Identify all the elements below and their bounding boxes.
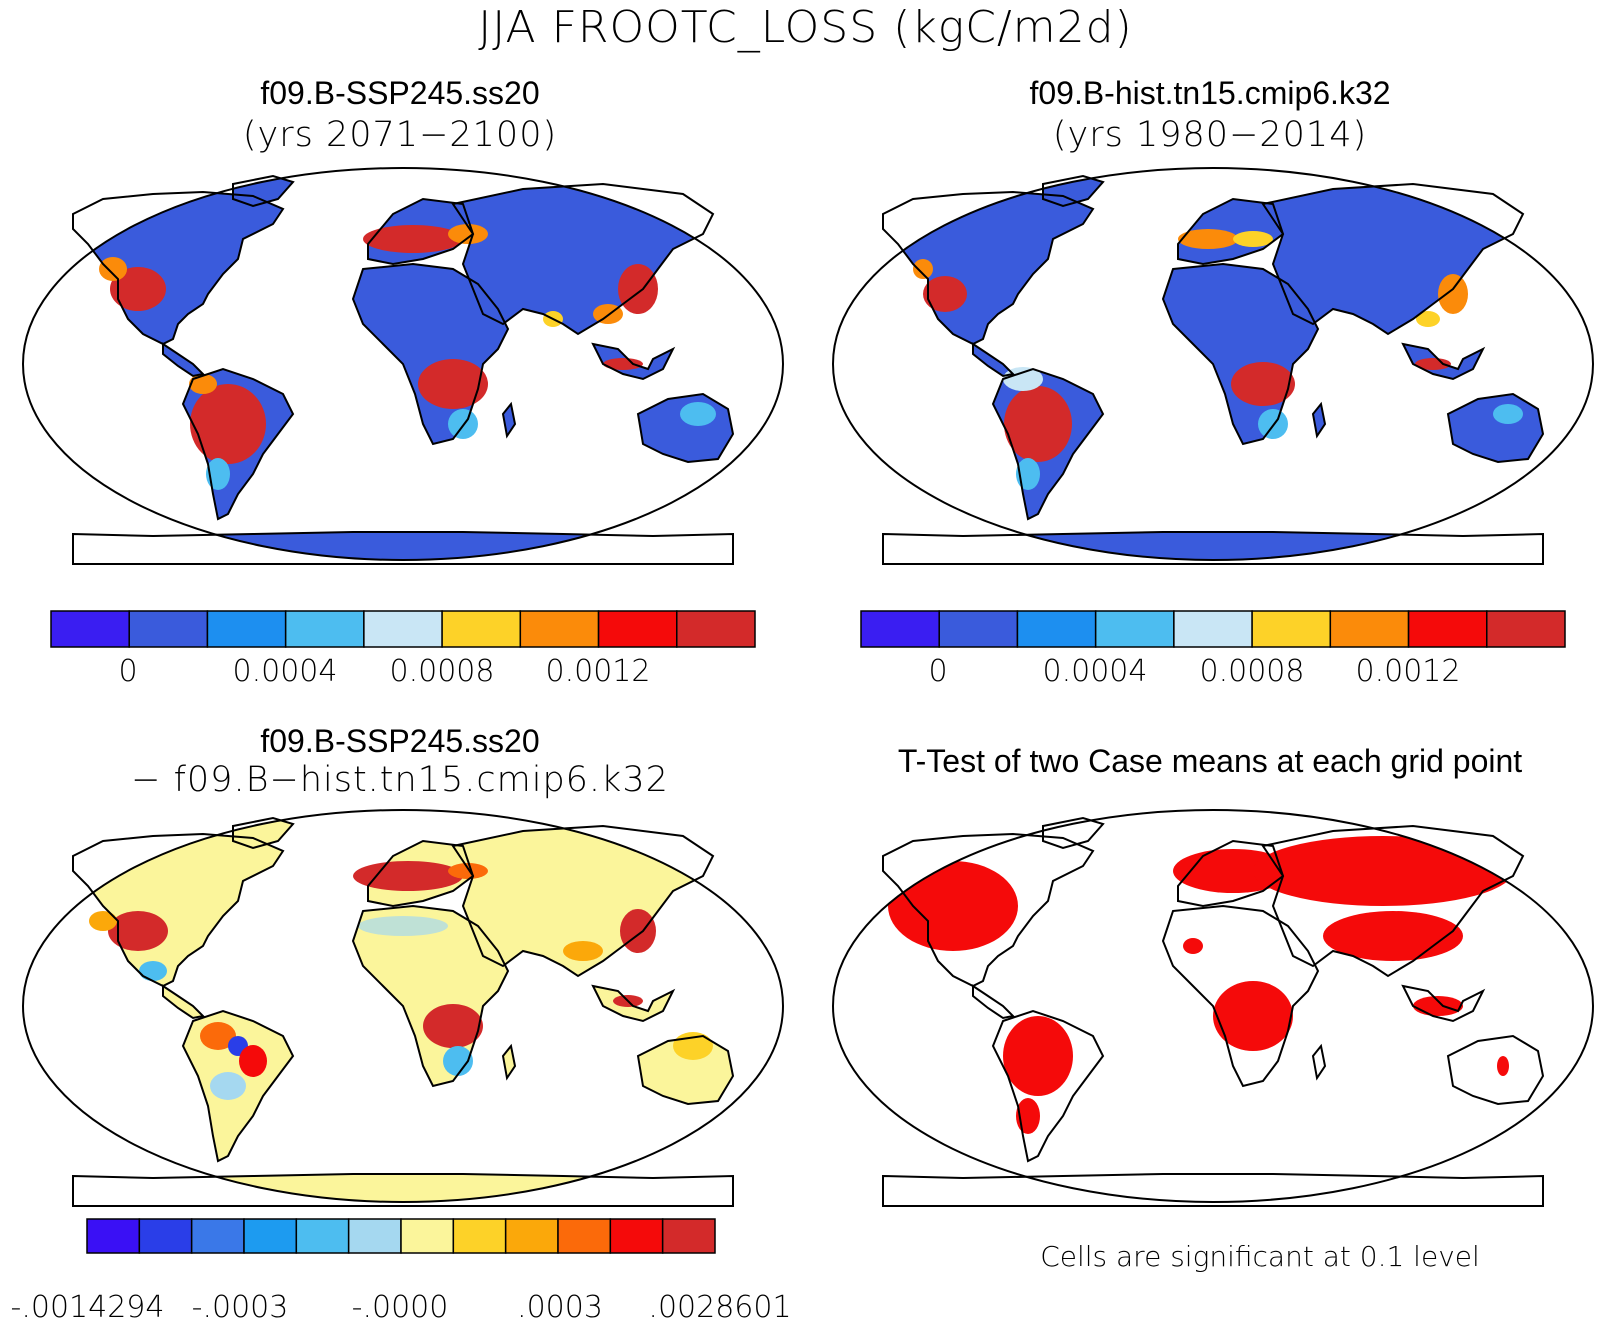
- colorbar-swatch: [206, 610, 287, 648]
- colorbar-diff-label-4: .0028601: [648, 1290, 792, 1325]
- colorbar-swatch: [243, 1218, 298, 1254]
- colorbar-swatch: [504, 1218, 559, 1254]
- colorbar-swatch: [1016, 610, 1097, 648]
- significance-note: Cells are significant at 0.1 level: [1040, 1240, 1480, 1273]
- colorbar-swatch: [519, 610, 600, 648]
- colorbar-diff-label-1: -.0003: [191, 1290, 289, 1325]
- panel-1-title: f09.B-SSP245.ss20: [260, 75, 540, 111]
- map-border: [22, 167, 784, 561]
- colorbar-1-label-0: 0: [118, 654, 138, 689]
- main-title: JJA FROOTC_LOSS (kgC/m2d): [478, 2, 1133, 53]
- colorbar-swatch: [938, 610, 1019, 648]
- colorbar-swatch: [363, 610, 443, 648]
- colorbar-swatch: [190, 1218, 245, 1254]
- map-panel-1: [22, 167, 784, 565]
- colorbar-swatch: [50, 610, 130, 648]
- colorbar-abs-1: [50, 610, 756, 648]
- colorbar-swatch: [347, 1218, 402, 1254]
- colorbar-2-label-0: 0: [928, 654, 948, 689]
- colorbar-swatch: [1329, 610, 1410, 648]
- colorbar-2-label-2: 0.0008: [1199, 654, 1305, 689]
- colorbar-swatch: [284, 610, 365, 648]
- panel-2-title: f09.B-hist.tn15.cmip6.k32: [1029, 75, 1391, 111]
- panel-1-subtitle: (yrs 2071−2100): [242, 115, 558, 155]
- colorbar-2-label-3: 0.0012: [1355, 654, 1461, 689]
- colorbar-swatch: [400, 1218, 455, 1254]
- colorbar-swatch: [1251, 610, 1332, 648]
- colorbar-swatch: [1486, 610, 1566, 648]
- map-panel-3: [22, 809, 784, 1207]
- colorbar-swatch: [86, 1218, 141, 1254]
- colorbar-swatch: [860, 610, 940, 648]
- colorbar-swatch: [1094, 610, 1175, 648]
- colorbar-swatch: [661, 1218, 716, 1254]
- colorbar-swatch: [676, 610, 756, 648]
- colorbar-diff-label-2: -.0000: [351, 1290, 449, 1325]
- panel-3-subtitle: − f09.B−hist.tn15.cmip6.k32: [131, 760, 669, 800]
- colorbar-swatch: [1407, 610, 1488, 648]
- colorbar-swatch: [1173, 610, 1253, 648]
- colorbar-diff-label-0: -.0014294: [10, 1290, 165, 1325]
- colorbar-abs-2: [860, 610, 1566, 648]
- colorbar-swatch: [138, 1218, 193, 1254]
- colorbar-1-label-3: 0.0012: [545, 654, 651, 689]
- colorbar-1-label-2: 0.0008: [389, 654, 495, 689]
- colorbar-swatch: [452, 1218, 507, 1254]
- map-panel-4: [832, 809, 1594, 1207]
- colorbar-swatch: [128, 610, 209, 648]
- colorbar-diff: [86, 1218, 716, 1254]
- colorbar-diff-label-3: .0003: [517, 1290, 603, 1325]
- panel-2-subtitle: (yrs 1980−2014): [1052, 115, 1368, 155]
- colorbar-1-label-1: 0.0004: [232, 654, 338, 689]
- map-panel-2: [832, 167, 1594, 565]
- colorbar-swatch: [597, 610, 678, 648]
- colorbar-2-label-1: 0.0004: [1042, 654, 1148, 689]
- panel-4-title: T-Test of two Case means at each grid po…: [897, 743, 1523, 779]
- colorbar-swatch: [557, 1218, 612, 1254]
- colorbar-swatch: [441, 610, 522, 648]
- panel-3-title: f09.B-SSP245.ss20: [260, 723, 540, 759]
- colorbar-swatch: [295, 1218, 350, 1254]
- colorbar-swatch: [609, 1218, 664, 1254]
